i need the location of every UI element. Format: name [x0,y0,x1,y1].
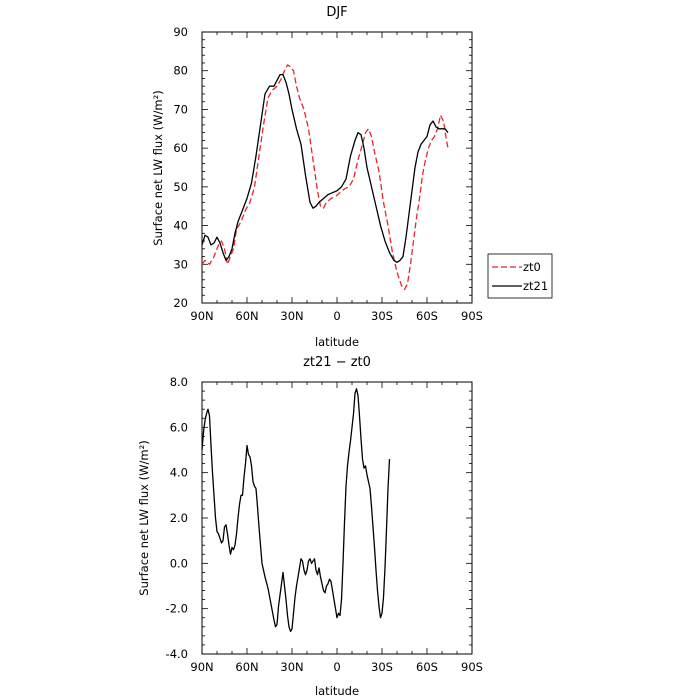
y-tick-labels: -4.0 -2.0 0.0 2.0 4.0 6.0 8.0 [166,375,188,661]
y-tick-label: 40 [173,219,188,233]
x-tick-labels: 90N 60N 30N 0 30S 60S 90S [190,309,483,323]
x-tick-label: 0 [333,660,340,674]
series-line-diff-0 [201,388,391,632]
x-tick-labels: 90N 60N 30N 0 30S 60S 90S [190,660,483,674]
chart-title: DJF [326,5,347,20]
x-tick-label: 90S [461,309,483,323]
x-tick-label: 90N [190,660,213,674]
y-tick-label: -2.0 [166,602,188,616]
panel-top: 90N 60N 30N 0 30S 60S 90S 20 30 40 50 60 70 80 90 DJF… [151,5,483,349]
y-tick-label: 8.0 [170,375,188,389]
panel-bottom: 90N 60N 30N 0 30S 60S 90S -4.0 -2.0 0.0 2.0 4.0 6.0… [137,355,483,698]
x-tick-label: 0 [333,309,340,323]
chart-title: zt21 − zt0 [303,355,371,370]
x-tick-label: 60N [235,309,258,323]
x-tick-label: 90N [190,309,213,323]
y-tick-label: 50 [173,180,188,194]
legend: zt0 zt21 [487,253,553,299]
series-line-zt21 [201,73,449,264]
series-lines [201,388,391,632]
x-tick-label: 60S [416,660,438,674]
y-tick-label: 30 [173,257,188,271]
tick-marks [201,31,473,304]
plot-frame [201,381,473,655]
y-tick-labels: 20 30 40 50 60 70 80 90 [173,25,188,310]
y-tick-label: 90 [173,25,188,39]
x-tick-label: 60S [416,309,438,323]
x-axis-title: latitude [315,335,359,349]
x-tick-label: 30S [371,660,393,674]
y-tick-label: 2.0 [170,511,188,525]
y-tick-label: 4.0 [170,466,188,480]
y-tick-label: 20 [173,296,188,310]
legend-label-zt0: zt0 [523,260,541,274]
y-tick-label: 60 [173,141,188,155]
x-tick-label: 30S [371,309,393,323]
y-axis-title: Surface net LW flux (W/m²) [137,440,151,595]
y-axis-title: Surface net LW flux (W/m²) [151,90,165,245]
y-tick-label: 6.0 [170,420,188,434]
x-tick-label: 60N [235,660,258,674]
y-tick-label: 70 [173,102,188,116]
series-lines [201,64,449,291]
y-tick-label: 0.0 [170,556,188,570]
x-axis-title: latitude [315,684,359,698]
x-tick-label: 90S [461,660,483,674]
legend-label-zt21: zt21 [523,279,548,293]
x-tick-label: 30N [280,660,303,674]
legend-box [487,253,553,299]
series-line-zt0 [201,64,449,291]
x-tick-label: 30N [280,309,303,323]
plot-frame [201,31,473,304]
tick-marks [201,381,473,655]
y-tick-label: 80 [173,64,188,78]
y-tick-label: -4.0 [166,647,188,661]
